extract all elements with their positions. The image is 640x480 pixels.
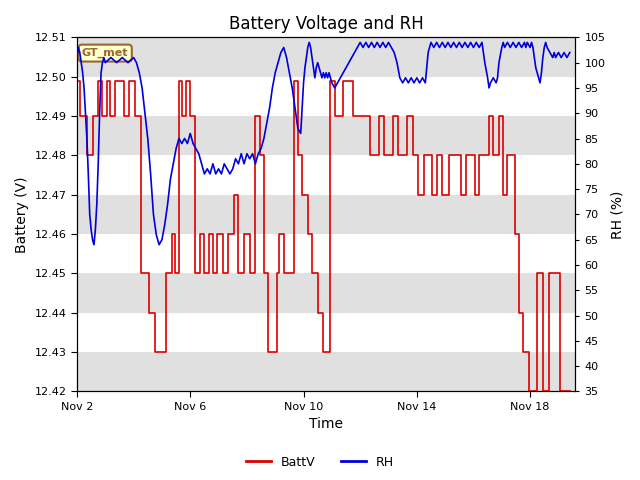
Bar [77,156,575,195]
Bar [77,37,575,77]
Title: Battery Voltage and RH: Battery Voltage and RH [229,15,424,33]
Bar [77,234,575,274]
Y-axis label: Battery (V): Battery (V) [15,176,29,252]
Bar [77,195,575,234]
Text: GT_met: GT_met [82,48,129,58]
Bar [77,313,575,352]
Bar [77,274,575,313]
Bar [77,352,575,391]
Bar [77,77,575,116]
Y-axis label: RH (%): RH (%) [611,190,625,239]
Legend: BattV, RH: BattV, RH [241,451,399,474]
Bar [77,116,575,156]
X-axis label: Time: Time [309,418,343,432]
